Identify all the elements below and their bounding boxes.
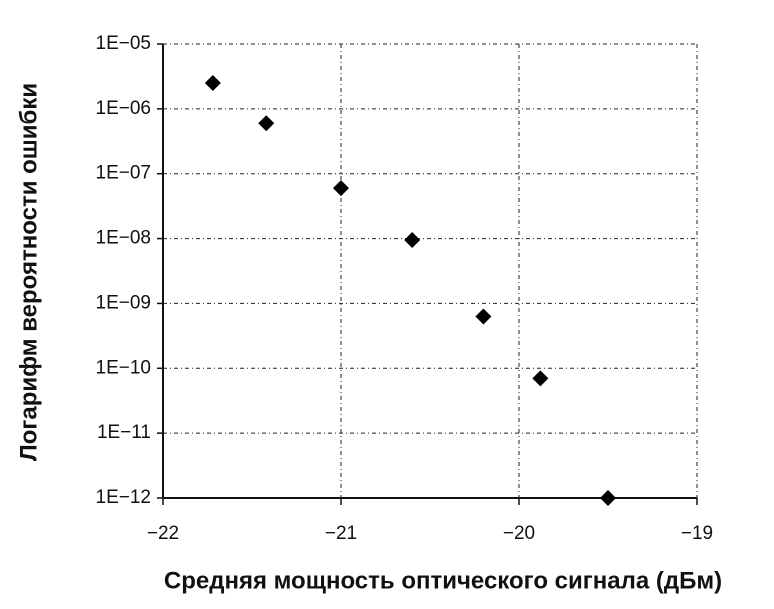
data-point [333, 180, 349, 197]
x-tick-label: −20 [503, 523, 535, 544]
x-tick-label: −21 [325, 523, 357, 544]
x-axis-title: Средняя мощность оптического сигнала (дБ… [164, 567, 722, 594]
y-tick-label: 1E−07 [96, 163, 151, 184]
y-axis-title: Логарифм вероятности ошибки [15, 83, 42, 461]
x-tick-label: −22 [147, 523, 179, 544]
y-tick-label: 1E−05 [96, 33, 151, 54]
y-tick-label: 1E−06 [96, 98, 151, 119]
x-tick-label: −19 [681, 523, 713, 544]
data-point [532, 370, 549, 387]
data-point [258, 115, 275, 132]
y-tick-label: 1E−09 [96, 292, 151, 313]
y-tick-label: 1E−12 [96, 487, 151, 508]
data-point [204, 75, 221, 92]
y-tick-label: 1E−08 [96, 228, 151, 249]
y-tick-label: 1E−10 [96, 357, 151, 378]
y-tick-label: 1E−11 [97, 422, 151, 443]
data-point [475, 308, 492, 325]
data-point [600, 490, 616, 506]
data-point [404, 232, 421, 249]
